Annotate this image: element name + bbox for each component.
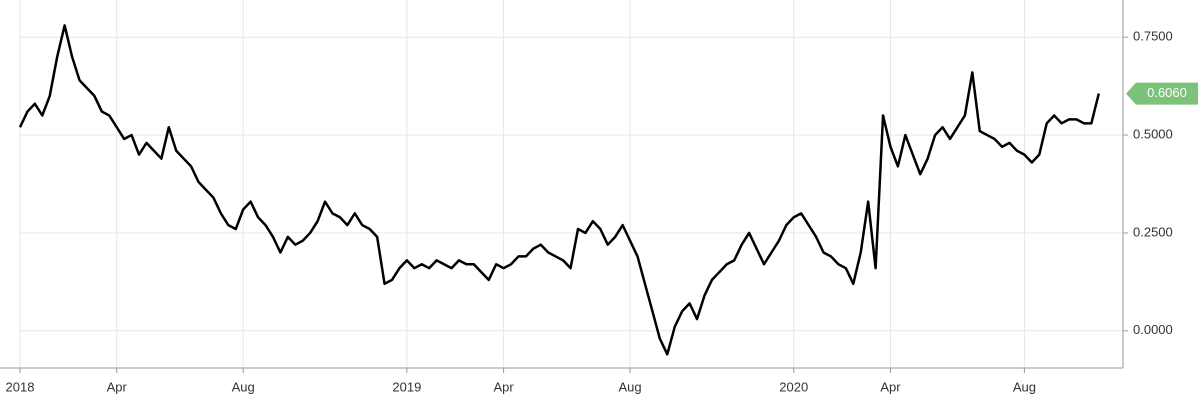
value-label: 0.6060 [1147, 85, 1187, 100]
y-tick-label: 0.2500 [1133, 224, 1173, 239]
x-tick-label: 2018 [6, 379, 35, 394]
x-tick-label: 2019 [392, 379, 421, 394]
x-tick-label: Apr [493, 379, 514, 394]
value-flag [1126, 82, 1198, 105]
x-tick-label: Aug [1013, 379, 1036, 394]
x-tick-label: 2020 [779, 379, 808, 394]
x-tick-label: Aug [232, 379, 255, 394]
x-tick-label: Aug [619, 379, 642, 394]
x-tick-label: Apr [107, 379, 128, 394]
y-tick-label: 0.5000 [1133, 127, 1173, 142]
line-series [18, 24, 1101, 356]
y-tick-label: 0.7500 [1133, 29, 1173, 44]
x-tick-label: Apr [880, 379, 901, 394]
y-tick-label: 0.0000 [1133, 322, 1173, 337]
